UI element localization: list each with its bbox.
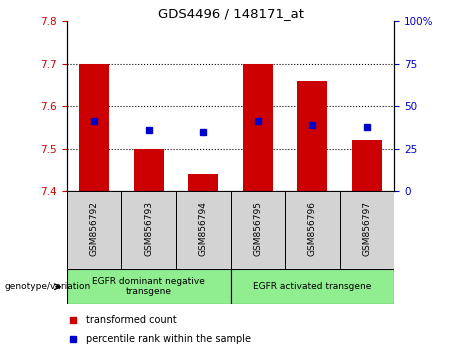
Text: transformed count: transformed count xyxy=(87,315,177,325)
Bar xyxy=(230,191,285,269)
Bar xyxy=(285,191,340,269)
Text: GSM856794: GSM856794 xyxy=(199,201,208,256)
Bar xyxy=(176,191,230,269)
Text: percentile rank within the sample: percentile rank within the sample xyxy=(87,334,252,344)
Bar xyxy=(67,269,230,304)
Text: GSM856795: GSM856795 xyxy=(253,201,262,256)
Bar xyxy=(121,191,176,269)
Bar xyxy=(352,140,382,191)
Bar xyxy=(230,269,394,304)
Bar xyxy=(67,191,121,269)
Bar xyxy=(297,81,327,191)
Text: genotype/variation: genotype/variation xyxy=(5,282,91,291)
Title: GDS4496 / 148171_at: GDS4496 / 148171_at xyxy=(158,7,303,20)
Text: EGFR dominant negative
transgene: EGFR dominant negative transgene xyxy=(92,277,205,296)
Bar xyxy=(340,191,394,269)
Text: EGFR activated transgene: EGFR activated transgene xyxy=(253,282,372,291)
Text: GSM856797: GSM856797 xyxy=(362,201,372,256)
Bar xyxy=(188,174,218,191)
Text: GSM856793: GSM856793 xyxy=(144,201,153,256)
Bar xyxy=(79,64,109,191)
Text: GSM856796: GSM856796 xyxy=(308,201,317,256)
Bar xyxy=(243,64,273,191)
Bar xyxy=(134,149,164,191)
Text: GSM856792: GSM856792 xyxy=(89,201,99,256)
